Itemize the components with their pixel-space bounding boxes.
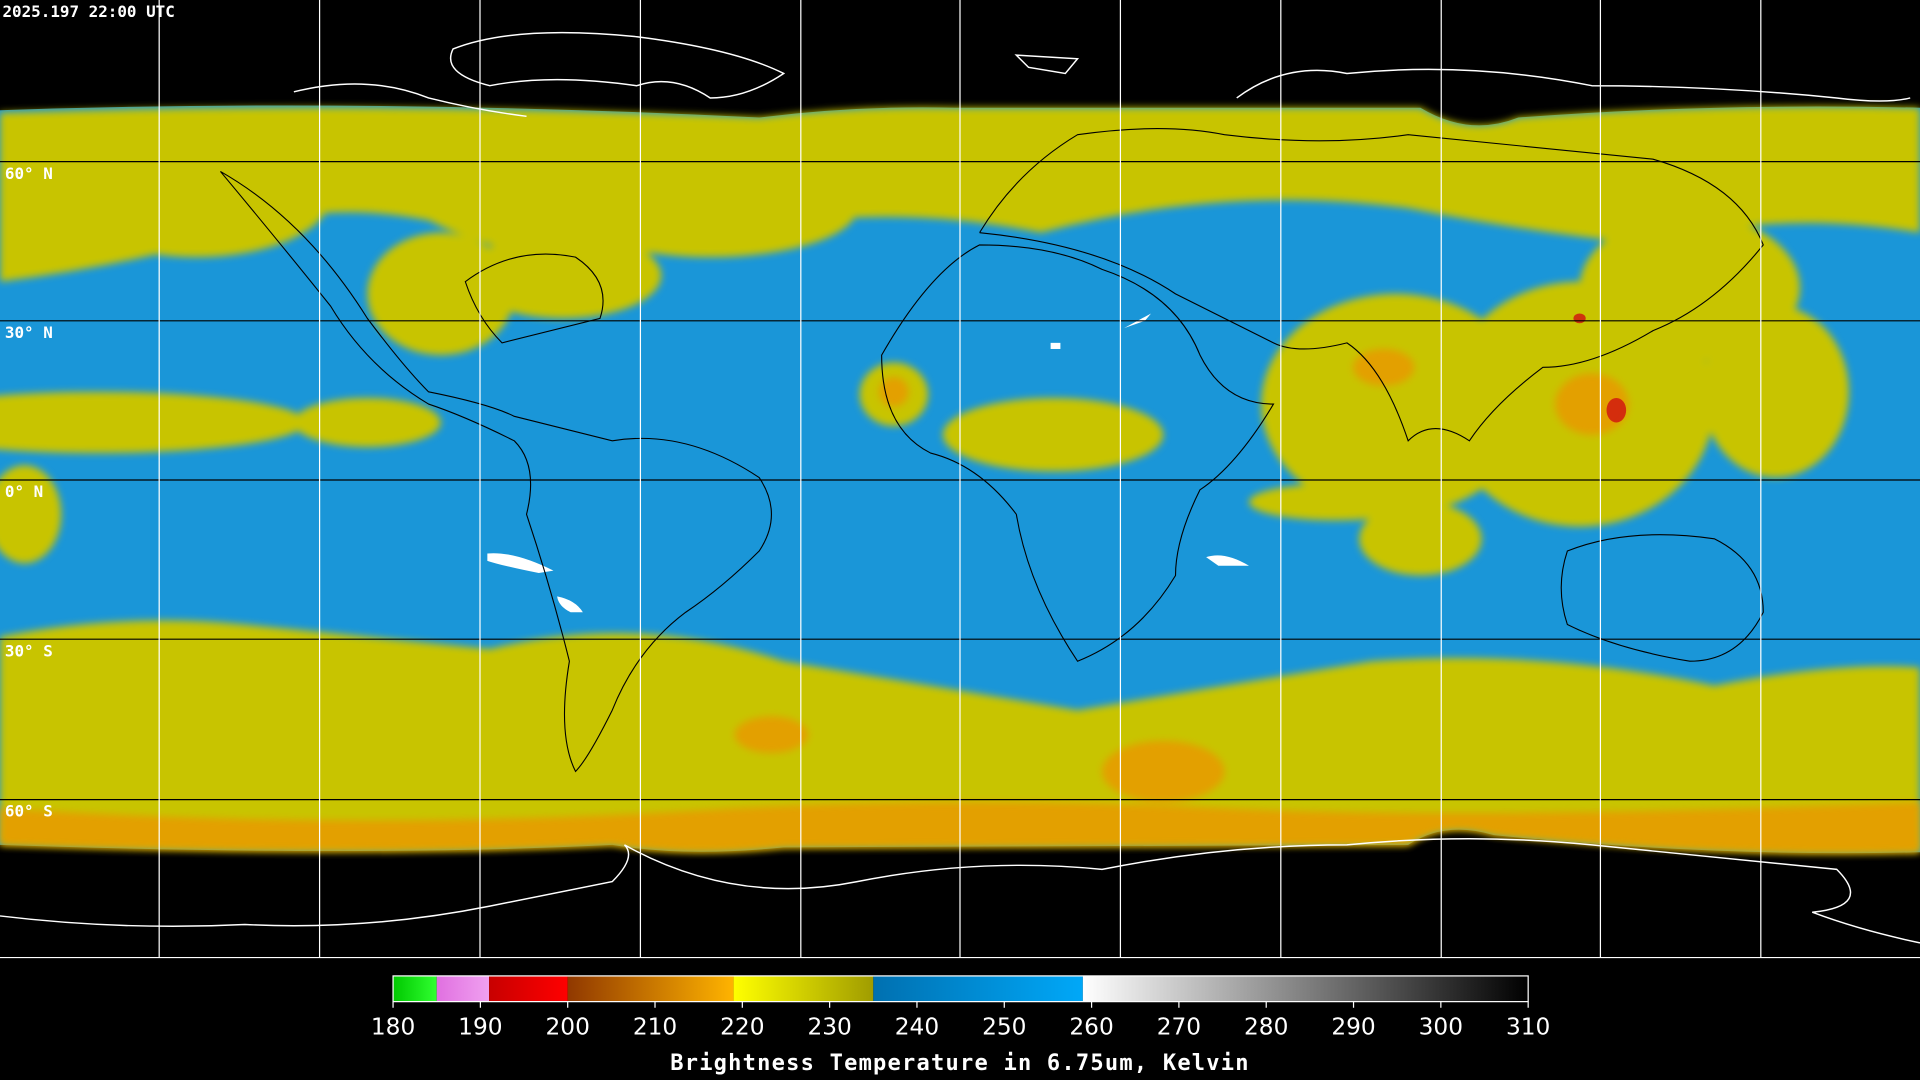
latitude-label: 60° S <box>5 802 53 821</box>
colorbar-tick-label: 310 <box>1506 1014 1550 1041</box>
colorbar-tick-label: 180 <box>371 1014 415 1041</box>
colorbar-tick-label: 210 <box>633 1014 677 1041</box>
colorbar-segment <box>489 975 568 1002</box>
latitude-label: 30° S <box>5 641 53 660</box>
timestamp: 2025.197 22:00 UTC <box>2 2 174 21</box>
colorbar-tick-label: 270 <box>1157 1014 1201 1041</box>
colorbar-tick-label: 200 <box>545 1014 589 1041</box>
colorbar-frame <box>392 975 1529 1003</box>
colorbar-tick-label: 280 <box>1244 1014 1288 1041</box>
colorbar-caption: Brightness Temperature in 6.75um, Kelvin <box>670 1051 1250 1076</box>
latitude-label: 30° N <box>5 323 53 342</box>
colorbar-tick-label: 190 <box>458 1014 502 1041</box>
colorbar: 180 190 200 210 220 230 240 250 260 270 280 290 300 3… <box>371 975 1550 1041</box>
meridians <box>158 0 1762 958</box>
colorbar-tick-label: 230 <box>807 1014 851 1041</box>
colorbar-segment <box>393 975 437 1002</box>
latitude-label: 60° N <box>5 164 53 183</box>
colorbar-segment <box>733 975 874 1002</box>
colorbar-tick-label: 250 <box>982 1014 1026 1041</box>
colorbar-tick-label: 290 <box>1331 1014 1375 1041</box>
colorbar-tick-label: 260 <box>1069 1014 1113 1041</box>
coastlines <box>0 31 1920 944</box>
colorbar-tick-label: 220 <box>720 1014 764 1041</box>
colorbar-segment <box>1082 975 1529 1002</box>
latitude-label: 0° N <box>5 482 43 501</box>
colorbar-tick-label: 300 <box>1419 1014 1463 1041</box>
latitude-labels: 60° N 30° N 0° N 30° S 60° S <box>5 164 53 821</box>
colorbar-segment <box>436 975 490 1002</box>
colorbar-tick-label: 240 <box>895 1014 939 1041</box>
colorbar-segment <box>873 975 1083 1002</box>
colorbar-segment <box>567 975 734 1002</box>
